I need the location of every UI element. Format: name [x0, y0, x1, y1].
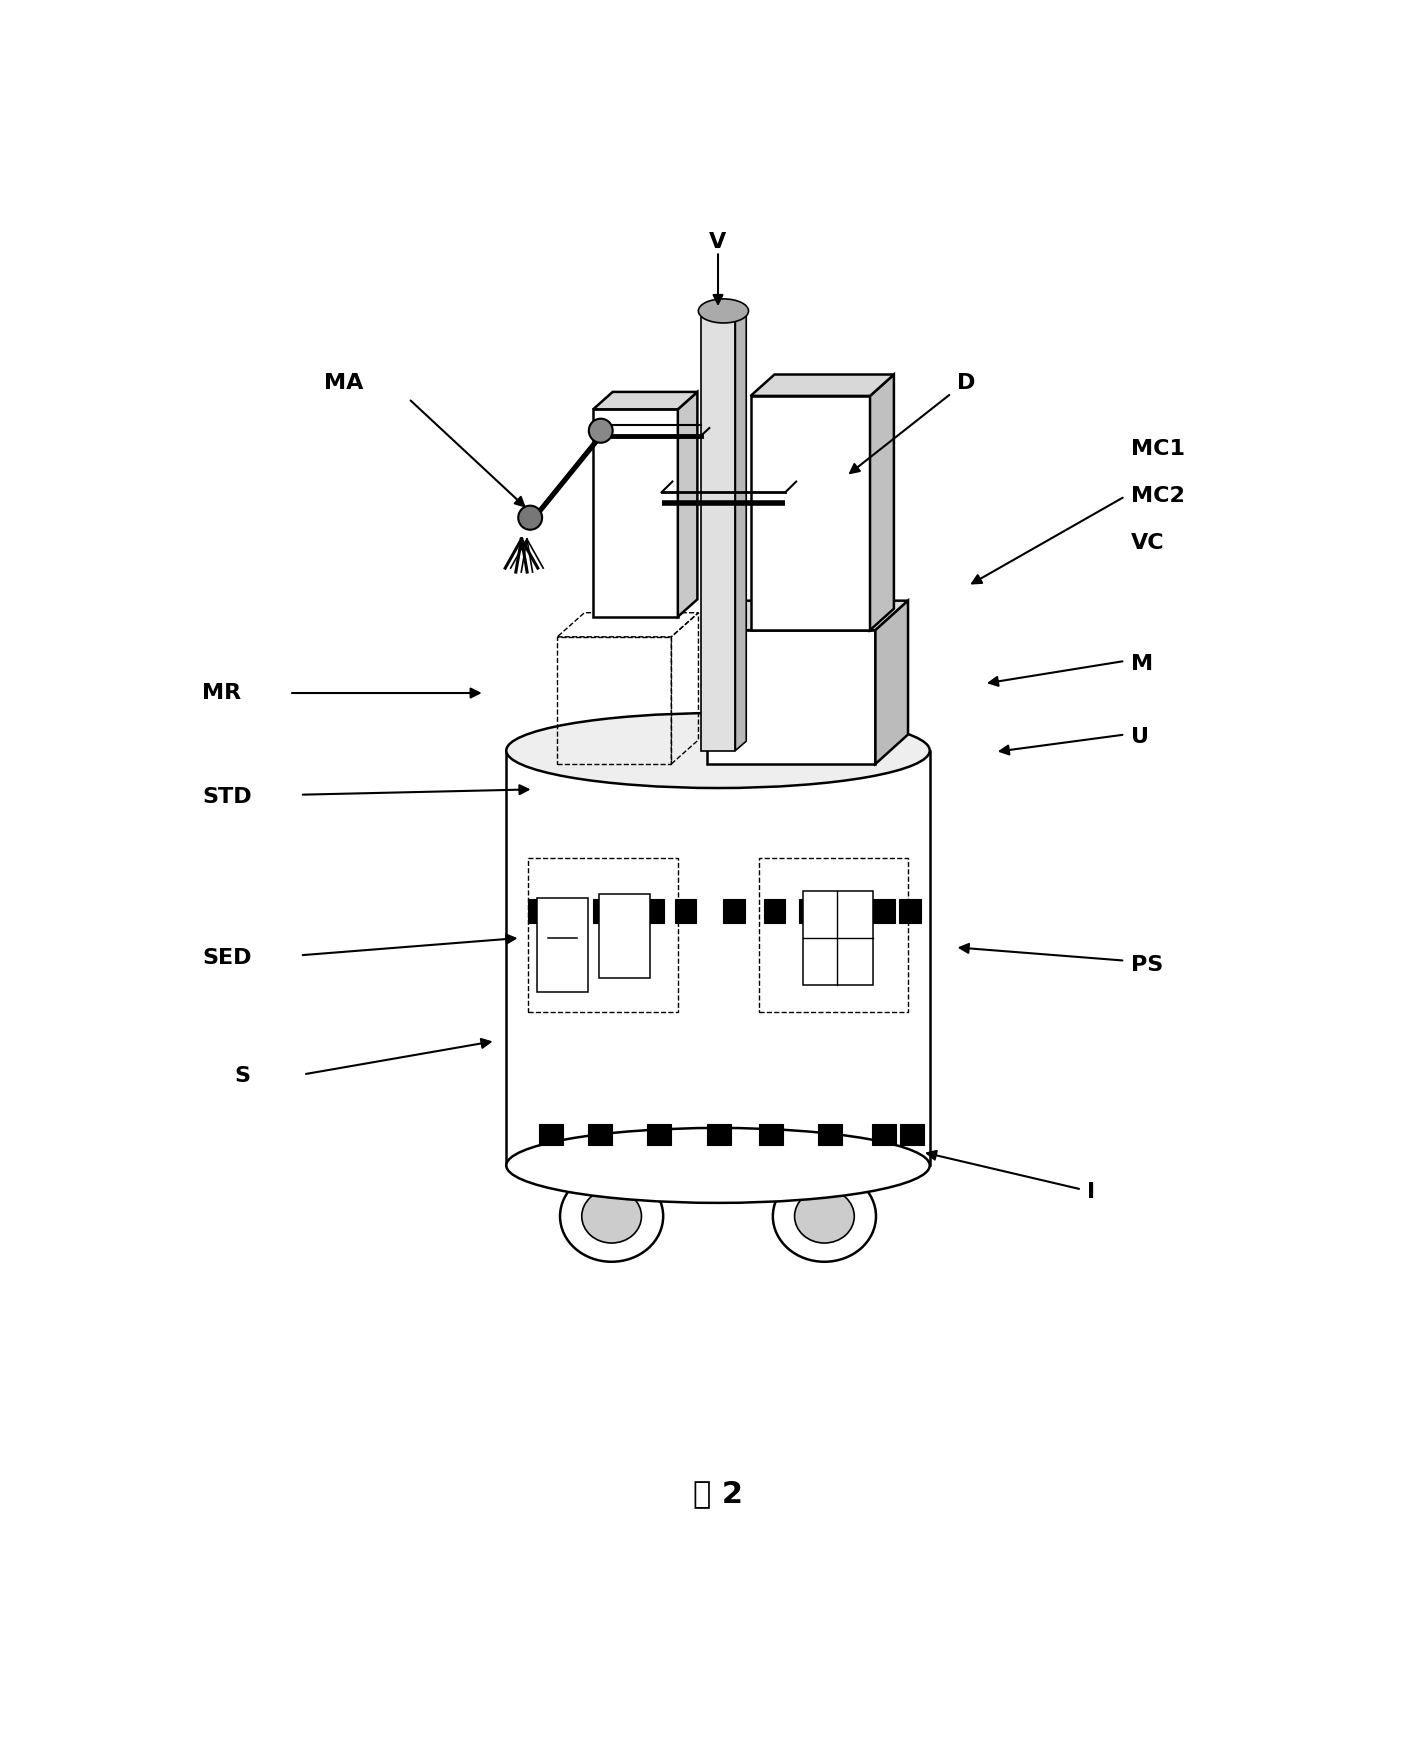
- Text: D: D: [957, 372, 975, 393]
- Polygon shape: [876, 601, 908, 765]
- Polygon shape: [506, 751, 930, 1166]
- Text: 图 2: 图 2: [693, 1479, 743, 1509]
- Text: I: I: [1087, 1182, 1096, 1203]
- Ellipse shape: [506, 1128, 930, 1203]
- Polygon shape: [528, 899, 549, 923]
- Text: S: S: [235, 1065, 251, 1086]
- Polygon shape: [873, 1124, 897, 1145]
- Text: U: U: [1131, 726, 1149, 747]
- Text: VC: VC: [1131, 534, 1164, 553]
- Text: SED: SED: [202, 947, 252, 968]
- Polygon shape: [708, 1124, 731, 1145]
- Ellipse shape: [581, 1189, 642, 1243]
- Polygon shape: [803, 892, 873, 985]
- Text: MC1: MC1: [1131, 440, 1185, 459]
- Text: MA: MA: [324, 372, 363, 393]
- Text: STD: STD: [202, 787, 252, 808]
- Polygon shape: [537, 899, 588, 992]
- Polygon shape: [800, 899, 821, 923]
- Polygon shape: [723, 899, 745, 923]
- Polygon shape: [558, 899, 579, 923]
- Polygon shape: [593, 391, 698, 408]
- Ellipse shape: [506, 713, 930, 787]
- Polygon shape: [899, 899, 920, 923]
- Text: MC2: MC2: [1131, 487, 1184, 506]
- Polygon shape: [708, 631, 876, 765]
- Text: V: V: [709, 231, 727, 252]
- Polygon shape: [870, 374, 894, 631]
- Polygon shape: [751, 374, 894, 396]
- Polygon shape: [593, 408, 678, 617]
- Ellipse shape: [588, 419, 612, 443]
- Polygon shape: [751, 396, 870, 631]
- Ellipse shape: [794, 1189, 855, 1243]
- Text: MR: MR: [202, 683, 241, 702]
- Polygon shape: [642, 899, 664, 923]
- Ellipse shape: [773, 1171, 876, 1262]
- Text: M: M: [1131, 653, 1153, 674]
- Polygon shape: [901, 1124, 925, 1145]
- Polygon shape: [736, 306, 747, 751]
- Polygon shape: [700, 316, 736, 751]
- Polygon shape: [593, 899, 615, 923]
- Ellipse shape: [560, 1171, 663, 1262]
- Polygon shape: [588, 1124, 612, 1145]
- Polygon shape: [873, 899, 895, 923]
- Polygon shape: [759, 1124, 783, 1145]
- Ellipse shape: [518, 506, 542, 530]
- Ellipse shape: [698, 299, 748, 323]
- Text: PS: PS: [1131, 954, 1163, 975]
- Polygon shape: [764, 899, 786, 923]
- Polygon shape: [539, 1124, 563, 1145]
- Polygon shape: [675, 899, 696, 923]
- Polygon shape: [647, 1124, 671, 1145]
- Polygon shape: [708, 601, 908, 631]
- Polygon shape: [598, 893, 650, 978]
- Polygon shape: [818, 1124, 842, 1145]
- Polygon shape: [838, 899, 859, 923]
- Polygon shape: [678, 391, 698, 617]
